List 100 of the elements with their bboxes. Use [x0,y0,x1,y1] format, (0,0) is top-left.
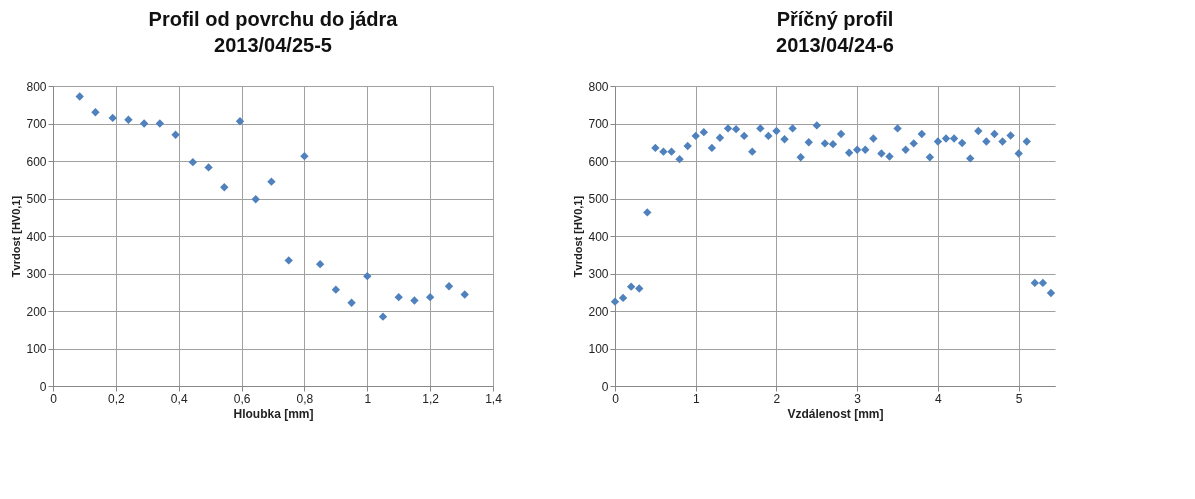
y-tick-label: 500 [26,192,47,206]
point [853,145,862,154]
point [885,152,894,161]
point [444,282,454,291]
point [683,141,692,151]
point [739,131,749,141]
y-tick-label: 300 [588,267,609,281]
point [425,292,435,302]
y-axis-title: Tvrdost [HV0,1] [10,195,23,278]
x-axis-title: Vzdálenost [mm] [787,406,884,421]
y-tick-label: 200 [26,304,47,319]
point [363,271,372,281]
point [844,148,854,157]
point [251,195,260,204]
point [300,151,309,161]
chart-subtitle: 2013/04/25-5 [214,34,332,56]
point [651,143,660,153]
point [764,131,773,141]
y-tick-label: 700 [588,117,609,131]
point [220,183,229,192]
point [820,139,830,148]
point [171,130,180,139]
point [315,259,325,269]
point [1014,149,1023,158]
point [618,293,628,303]
point [267,177,276,186]
point [966,154,975,163]
point [235,117,245,126]
point [796,153,805,162]
y-tick-label: 500 [588,192,609,206]
y-tick-label: 800 [26,79,47,94]
point [828,139,838,149]
point [139,119,149,128]
point [331,285,341,294]
point [949,134,959,143]
point [1046,288,1056,298]
y-tick-label: 100 [588,342,609,356]
point [75,92,84,101]
point [869,134,878,143]
y-tick-label: 400 [26,229,47,244]
x-tick-label: 1,2 [422,391,440,406]
point [460,290,469,299]
point [893,124,902,133]
point [204,163,213,172]
point [108,113,117,123]
x-tick-label: 0 [612,391,620,406]
point [410,296,419,305]
x-tick-label: 0,4 [170,391,188,406]
y-tick-label: 600 [588,154,609,169]
point [901,145,910,154]
point [707,143,717,153]
y-tick-label: 600 [26,154,47,169]
chart-subtitle: 2013/04/24-6 [776,34,894,56]
point [925,153,935,162]
point [610,297,620,306]
x-tick-label: 1 [364,391,372,406]
point [756,124,765,133]
point [748,147,757,156]
x-axis-title: Hloubka [mm] [233,406,314,421]
y-tick-label: 400 [588,229,609,244]
y-tick-label: 0 [39,379,47,394]
point [715,133,725,142]
x-tick-label: 0,2 [108,391,126,406]
y-axis-title: Tvrdost [HV0,1] [572,195,585,278]
chart-title: Profil od povrchu do jádra [148,8,399,30]
point [812,121,822,130]
x-tick-label: 4 [935,391,943,406]
point [659,147,668,156]
x-tick-label: 2 [773,391,781,406]
point [974,126,983,136]
point [772,126,781,136]
point [347,298,356,307]
point [1022,137,1031,146]
point [933,137,943,146]
point [941,134,951,143]
point [998,137,1007,146]
point [957,138,967,148]
point [804,138,813,147]
point [691,131,700,141]
point [780,135,789,144]
point [1038,278,1048,288]
point [675,154,684,164]
point [699,127,708,137]
point [982,137,991,146]
y-tick-label: 300 [26,267,47,281]
point [877,149,886,158]
x-tick-label: 1,4 [485,391,503,406]
point [91,108,100,117]
x-tick-label: 3 [854,391,862,406]
point [284,256,293,265]
point [378,312,388,321]
x-tick-label: 0,6 [233,391,251,406]
x-tick-label: 5 [1015,391,1023,406]
point [1030,278,1039,288]
point [909,139,918,148]
point [155,119,165,128]
point [124,115,133,124]
y-tick-label: 200 [588,304,609,319]
y-tick-label: 700 [26,117,47,131]
point [188,157,198,167]
